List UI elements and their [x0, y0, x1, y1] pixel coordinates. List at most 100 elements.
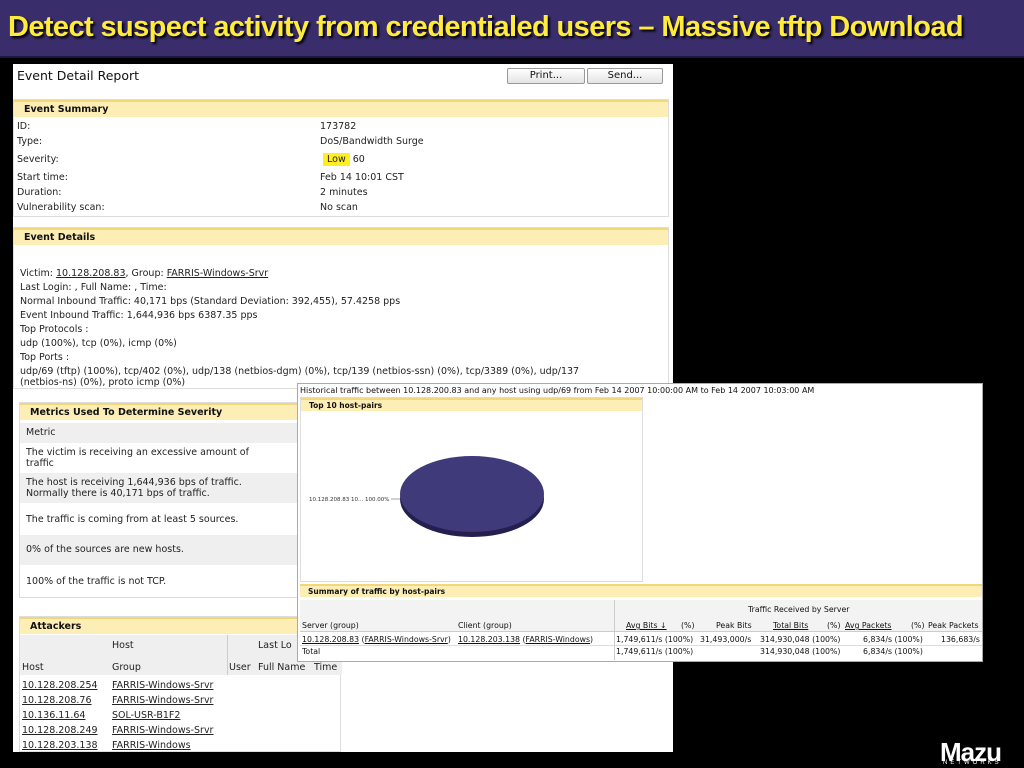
metric-text: The host is receiving 1,644,936 bps of t…	[26, 477, 242, 488]
summary-label-type: Type:	[17, 136, 43, 147]
col-server: Server (group)	[302, 621, 359, 630]
event-summary-panel: Event Summary ID: 173782 Type: DoS/Bandw…	[13, 99, 669, 217]
summary-total-label: Total	[302, 647, 321, 656]
summary-server-cell: 10.128.208.83 (FARRIS-Windows-Srvr)	[302, 635, 451, 644]
col-avg-bits-sort[interactable]: Avg Bits ↓	[626, 621, 667, 630]
summary-label-vuln: Vulnerability scan:	[17, 202, 105, 213]
detail-top-protocols-label: Top Protocols :	[20, 324, 89, 335]
col-peak-bits: Peak Bits	[716, 621, 752, 630]
summary-value-type: DoS/Bandwidth Surge	[320, 136, 424, 147]
detail-top-ports-label: Top Ports :	[20, 352, 70, 363]
historical-traffic-window: Historical traffic between 10.128.200.83…	[297, 383, 983, 662]
summary-header-bg	[300, 600, 982, 632]
attacker-group-link[interactable]: FARRIS-Windows	[112, 740, 191, 751]
slide-title: Detect suspect activity from credentiale…	[8, 11, 964, 43]
summary-divider	[614, 600, 615, 660]
col-avg-packets-sort[interactable]: Avg Packets	[845, 621, 892, 630]
summary-peak-packets: 136,683/s	[941, 635, 980, 644]
attackers-header-divider	[227, 635, 228, 675]
victim-ip-link[interactable]: 10.128.208.83	[56, 268, 126, 279]
event-detail-report: Event Detail Report Print... Send... Eve…	[13, 64, 673, 752]
attackers-col-last-login: Last Lo	[258, 640, 292, 651]
col-pct-2: (%)	[827, 621, 841, 630]
summary-total-bits: 314,930,048 (100%)	[760, 635, 841, 644]
top-host-pairs-heading: Top 10 host-pairs	[301, 398, 642, 411]
attackers-panel: Attackers Host Last Lo Host Group User F…	[19, 616, 342, 752]
attackers-heading: Attackers	[20, 617, 340, 634]
summary-value-vuln: No scan	[320, 202, 358, 213]
summary-value-severity: Low 60	[323, 153, 365, 166]
summary-label-duration: Duration:	[17, 187, 62, 198]
metric-text: The victim is receiving an excessive amo…	[26, 447, 249, 458]
metric-row: 0% of the sources are new hosts.	[20, 535, 320, 565]
detail-normal-traffic: Normal Inbound Traffic: 40,171 bps (Stan…	[20, 296, 401, 307]
attackers-sub-time: Time	[314, 662, 338, 673]
traffic-header: Historical traffic between 10.128.200.83…	[300, 386, 815, 395]
server-ip-link[interactable]: 10.128.208.83	[302, 635, 360, 644]
attackers-sub-fullname: Full Name	[258, 662, 306, 673]
attacker-group-link[interactable]: FARRIS-Windows-Srvr	[112, 725, 214, 736]
col-client: Client (group)	[458, 621, 512, 630]
attacker-group-link[interactable]: FARRIS-Windows-Srvr	[112, 680, 214, 691]
client-group-link[interactable]: FARRIS-Windows	[525, 635, 591, 644]
metric-row: The victim is receiving an excessive amo…	[20, 447, 320, 469]
summary-avg-packets: 6,834/s (100%)	[863, 635, 923, 644]
metric-text: traffic	[26, 458, 54, 469]
attacker-host-link[interactable]: 10.136.11.64	[22, 710, 86, 721]
summary-peak-bits: 31,493,000/s	[700, 635, 752, 644]
attacker-host-link[interactable]: 10.128.208.76	[22, 695, 92, 706]
attacker-host-link[interactable]: 10.128.208.254	[22, 680, 98, 691]
server-group-link[interactable]: FARRIS-Windows-Srvr	[364, 635, 448, 644]
mazu-logo-subtitle: NETWORKS	[943, 760, 1002, 766]
metric-text: 0% of the sources are new hosts.	[26, 544, 184, 555]
metrics-heading: Metrics Used To Determine Severity	[20, 403, 318, 420]
host-pairs-pie-chart: 10.128.208.83 10... 100.00%	[309, 456, 544, 537]
victim-label: Victim:	[20, 268, 56, 279]
report-title: Event Detail Report	[17, 68, 140, 83]
attacker-group-link[interactable]: FARRIS-Windows-Srvr	[112, 695, 214, 706]
metric-text: Normally there is 40,171 bps of traffic.	[26, 488, 210, 499]
attacker-host-link[interactable]: 10.128.203.138	[22, 740, 98, 751]
top-host-pairs-panel: Top 10 host-pairs 10.128.208.83 10... 10…	[300, 397, 643, 582]
total-divider	[300, 645, 982, 646]
col-pct-1: (%)	[681, 621, 695, 630]
col-pct-3: (%)	[911, 621, 925, 630]
detail-event-traffic: Event Inbound Traffic: 1,644,936 bps 638…	[20, 310, 258, 321]
group-label: , Group:	[125, 268, 167, 279]
summary-label-severity: Severity:	[17, 154, 59, 165]
send-button[interactable]: Send...	[587, 68, 663, 84]
summary-label-id: ID:	[17, 121, 31, 132]
pie-slice-100	[400, 456, 544, 532]
metric-row: The host is receiving 1,644,936 bps of t…	[20, 473, 320, 503]
summary-value-start: Feb 14 10:01 CST	[320, 172, 404, 183]
pie-label: 10.128.208.83 10... 100.00%	[309, 497, 389, 503]
summary-label-start: Start time:	[17, 172, 68, 183]
metric-text: 100% of the traffic is not TCP.	[26, 576, 167, 587]
print-button[interactable]: Print...	[507, 68, 585, 84]
metrics-panel: Metrics Used To Determine Severity Metri…	[19, 402, 320, 598]
attackers-sub-group: Group	[112, 662, 141, 673]
detail-last-login: Last Login: , Full Name: , Time:	[20, 282, 167, 293]
summary-value-duration: 2 minutes	[320, 187, 368, 198]
slide-title-banner: Detect suspect activity from credentiale…	[0, 0, 1024, 58]
client-ip-link[interactable]: 10.128.203.138	[458, 635, 521, 644]
victim-group-link[interactable]: FARRIS-Windows-Srvr	[166, 268, 269, 279]
detail-top-ports: udp/69 (tftp) (100%), tcp/402 (0%), udp/…	[20, 366, 580, 377]
attackers-sub-user: User	[229, 662, 251, 673]
summary-total-total-bits: 314,930,048 (100%)	[760, 647, 841, 656]
traffic-summary-heading: Summary of traffic by host-pairs	[300, 584, 982, 597]
col-total-bits-sort[interactable]: Total Bits	[773, 621, 809, 630]
attacker-group-link[interactable]: SOL-USR-B1F2	[112, 710, 181, 721]
col-peak-packets: Peak Packets	[928, 621, 979, 630]
metric-row: 100% of the traffic is not TCP.	[20, 576, 320, 587]
attacker-host-link[interactable]: 10.128.208.249	[22, 725, 98, 736]
detail-top-protocols: udp (100%), tcp (0%), icmp (0%)	[20, 338, 177, 349]
severity-badge: Low	[323, 153, 350, 166]
summary-client-cell: 10.128.203.138 (FARRIS-Windows)	[458, 635, 594, 644]
detail-top-ports-cont: (netbios-ns) (0%), proto icmp (0%)	[20, 377, 186, 388]
mazu-logo: Mazu	[940, 737, 1002, 767]
attackers-sub-host: Host	[22, 662, 44, 673]
event-details-heading: Event Details	[14, 228, 668, 245]
metrics-column-header: Metric	[20, 423, 320, 443]
event-summary-heading: Event Summary	[14, 100, 668, 117]
